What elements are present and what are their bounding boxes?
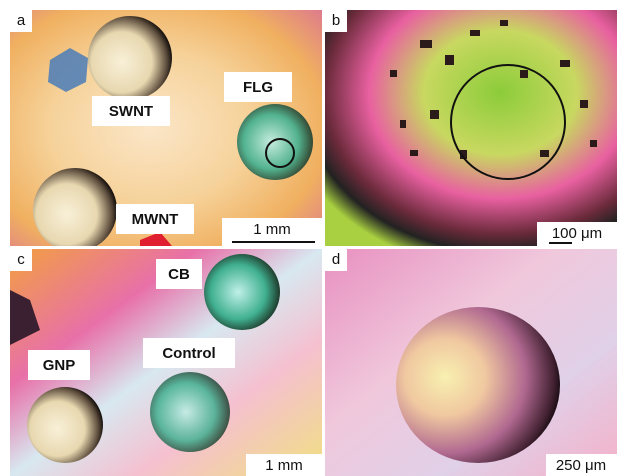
annotation: MWNT bbox=[132, 211, 179, 228]
scale-bar-label: 250 μm bbox=[556, 457, 606, 474]
scale-bar-label: 1 mm bbox=[265, 457, 303, 474]
panel-label: b bbox=[332, 12, 340, 29]
panel-label: c bbox=[17, 251, 25, 268]
panel-label: a bbox=[17, 12, 26, 29]
annotation: CB bbox=[168, 266, 190, 283]
panel-label: d bbox=[332, 251, 340, 268]
annotation: Control bbox=[162, 345, 215, 362]
annotation: FLG bbox=[243, 79, 273, 96]
scale-bar-label: 100 μm bbox=[552, 225, 602, 242]
annotation: SWNT bbox=[109, 103, 153, 120]
panel-b bbox=[325, 10, 617, 246]
annotation: GNP bbox=[43, 357, 76, 374]
scale-bar-label: 1 mm bbox=[253, 221, 291, 238]
panel-d bbox=[325, 249, 617, 476]
